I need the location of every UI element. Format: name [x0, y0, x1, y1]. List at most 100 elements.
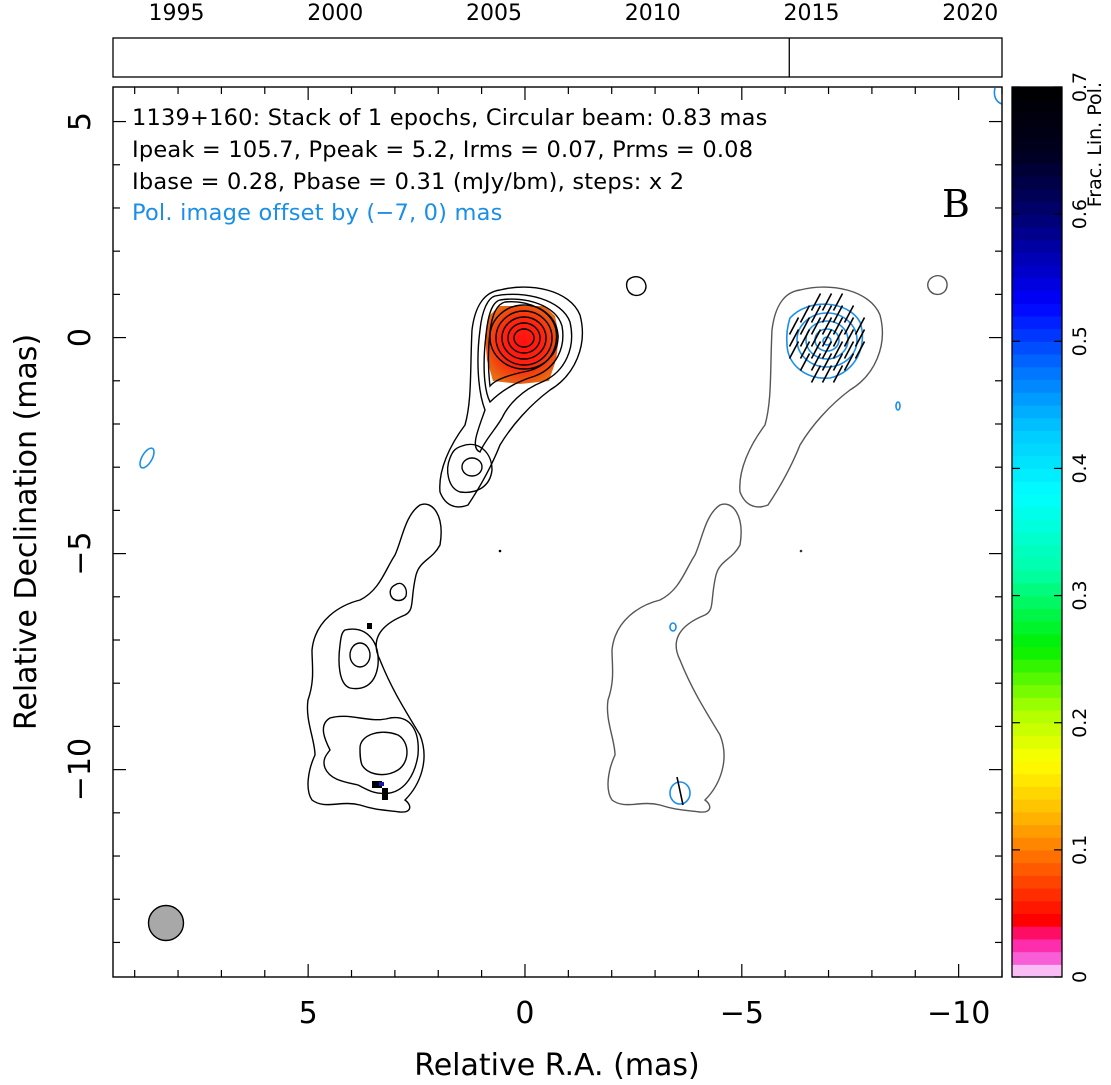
map-frame	[112, 86, 1003, 978]
evpa-tick	[810, 353, 822, 371]
y-axis-label: Relative Declination (mas)	[9, 334, 44, 730]
colorbar-step	[1012, 824, 1062, 838]
evpa-tick	[821, 317, 833, 335]
evpa-tick	[799, 317, 811, 335]
colorbar-step	[1012, 557, 1062, 571]
pol-contour	[895, 401, 901, 411]
colorbar-step	[1012, 430, 1062, 444]
evpa-tick	[788, 317, 800, 335]
colorbar-step	[1012, 252, 1062, 266]
colorbar-step	[1012, 684, 1062, 698]
map-tick-labels: 5 0 −5 −10 5 0 −5 −10	[63, 112, 990, 1031]
stokes-i-contour	[495, 310, 553, 366]
annotation-peak-line: Ipeak = 105.7, Ppeak = 5.2, Irms = 0.07,…	[132, 137, 754, 163]
colorbar-frame	[1011, 86, 1063, 978]
colorbar-step	[1012, 735, 1062, 749]
colorbar-step	[1012, 265, 1062, 279]
epoch-tick-label: 2000	[307, 1, 363, 26]
colorbar-step	[1012, 710, 1062, 724]
stokes-i-contour	[483, 298, 564, 404]
evpa-tick	[832, 317, 844, 335]
evpa-tick	[821, 341, 833, 359]
evpa-tick	[832, 293, 844, 311]
colorbar-step	[1012, 570, 1062, 584]
evpa-tick	[821, 365, 833, 383]
colorbar-step	[1012, 671, 1062, 686]
colorbar-step	[1012, 392, 1062, 406]
pol-contour	[139, 447, 155, 469]
annotation-pol-offset-line: Pol. image offset by (−7, 0) mas	[132, 200, 503, 226]
colorbar-tick-label: 0.1	[1069, 835, 1091, 865]
colorbar-step	[1012, 697, 1062, 711]
colorbar-step	[1012, 328, 1062, 342]
annotation-source-line: 1139+160: Stack of 1 epochs, Circular be…	[132, 105, 768, 131]
colorbar-step	[1012, 214, 1062, 228]
colorbar-step	[1012, 315, 1062, 330]
colorbar-step	[1012, 926, 1062, 940]
annotation-base-line: Ibase = 0.28, Pbase = 0.31 (mJy/bm), ste…	[132, 169, 685, 195]
stokes-i-contour-outer	[306, 286, 584, 813]
colorbar-step	[1012, 443, 1062, 457]
stokes-i-contour	[461, 457, 483, 477]
colorbar: 0 0.1 0.2 0.3 0.4 0.5 0.6 0.7 Frac. Lin. Pol.	[1011, 72, 1106, 983]
colorbar-tick-label: 0.6	[1069, 199, 1091, 229]
colorbar-step	[1012, 608, 1062, 622]
colorbar-tick-label: 0	[1069, 971, 1091, 983]
evpa-tick	[854, 329, 866, 347]
colorbar-step	[1012, 201, 1062, 215]
evpa-tick	[810, 329, 822, 347]
x-axis-label: Relative R.A. (mas)	[414, 1048, 700, 1083]
colorbar-step	[1012, 163, 1062, 177]
colorbar-step	[1012, 506, 1062, 520]
epoch-tick-label: 2005	[466, 1, 522, 26]
colorbar-step	[1012, 379, 1062, 393]
colorbar-step	[1012, 303, 1062, 317]
pol-image-stokes-i-contour-island	[927, 275, 948, 296]
colorbar-step	[1012, 799, 1062, 813]
pol-contour	[669, 781, 691, 805]
colorbar-step	[1012, 176, 1062, 190]
stokes-i-contour	[359, 731, 408, 776]
colorbar-step	[1012, 900, 1062, 915]
colorbar-step	[1012, 290, 1062, 304]
stokes-i-contour	[322, 715, 419, 795]
colorbar-step	[1012, 493, 1062, 508]
colorbar-step	[1012, 277, 1062, 292]
epoch-tick-labels: 1995 2000 2005 2010 2015 2020	[149, 1, 999, 26]
x-tick-label: 5	[299, 996, 318, 1031]
colorbar-step	[1012, 595, 1062, 609]
colorbar-step	[1012, 913, 1062, 927]
map-ticks	[113, 87, 1003, 977]
fracpol-pixel	[379, 782, 384, 786]
evpa-tick	[788, 329, 800, 347]
map-panel: 5 0 −5 −10 5 0 −5 −10 Relative R.A. (mas) Relat…	[9, 86, 1003, 1083]
colorbar-step	[1012, 875, 1062, 889]
colorbar-step	[1012, 125, 1062, 139]
colorbar-step	[1012, 404, 1062, 419]
fracpol-pixel	[372, 781, 382, 788]
evpa-ticks	[788, 293, 866, 383]
evpa-tick	[810, 293, 822, 311]
stokes-i-contour	[513, 328, 535, 348]
evpa-tick	[821, 293, 833, 311]
evpa-tick	[832, 305, 844, 323]
colorbar-step	[1012, 481, 1062, 495]
stokes-i-contour	[474, 293, 573, 453]
evpa-tick	[832, 365, 844, 383]
colorbar-step	[1012, 468, 1062, 482]
colorbar-step	[1012, 951, 1062, 965]
colorbar-step	[1012, 837, 1062, 851]
colorbar-step	[1012, 137, 1062, 152]
colorbar-step	[1012, 354, 1062, 368]
evpa-tick	[843, 353, 855, 371]
colorbar-step	[1012, 417, 1062, 431]
colorbar-step	[1012, 888, 1062, 902]
epoch-tick-label: 2015	[784, 1, 840, 26]
colorbar-step	[1012, 239, 1062, 253]
colorbar-step	[1012, 938, 1062, 953]
evpa-tick	[799, 353, 811, 371]
evpa-tick	[832, 341, 844, 359]
fracpol-pixel	[367, 623, 372, 629]
colorbar-step	[1012, 786, 1062, 800]
